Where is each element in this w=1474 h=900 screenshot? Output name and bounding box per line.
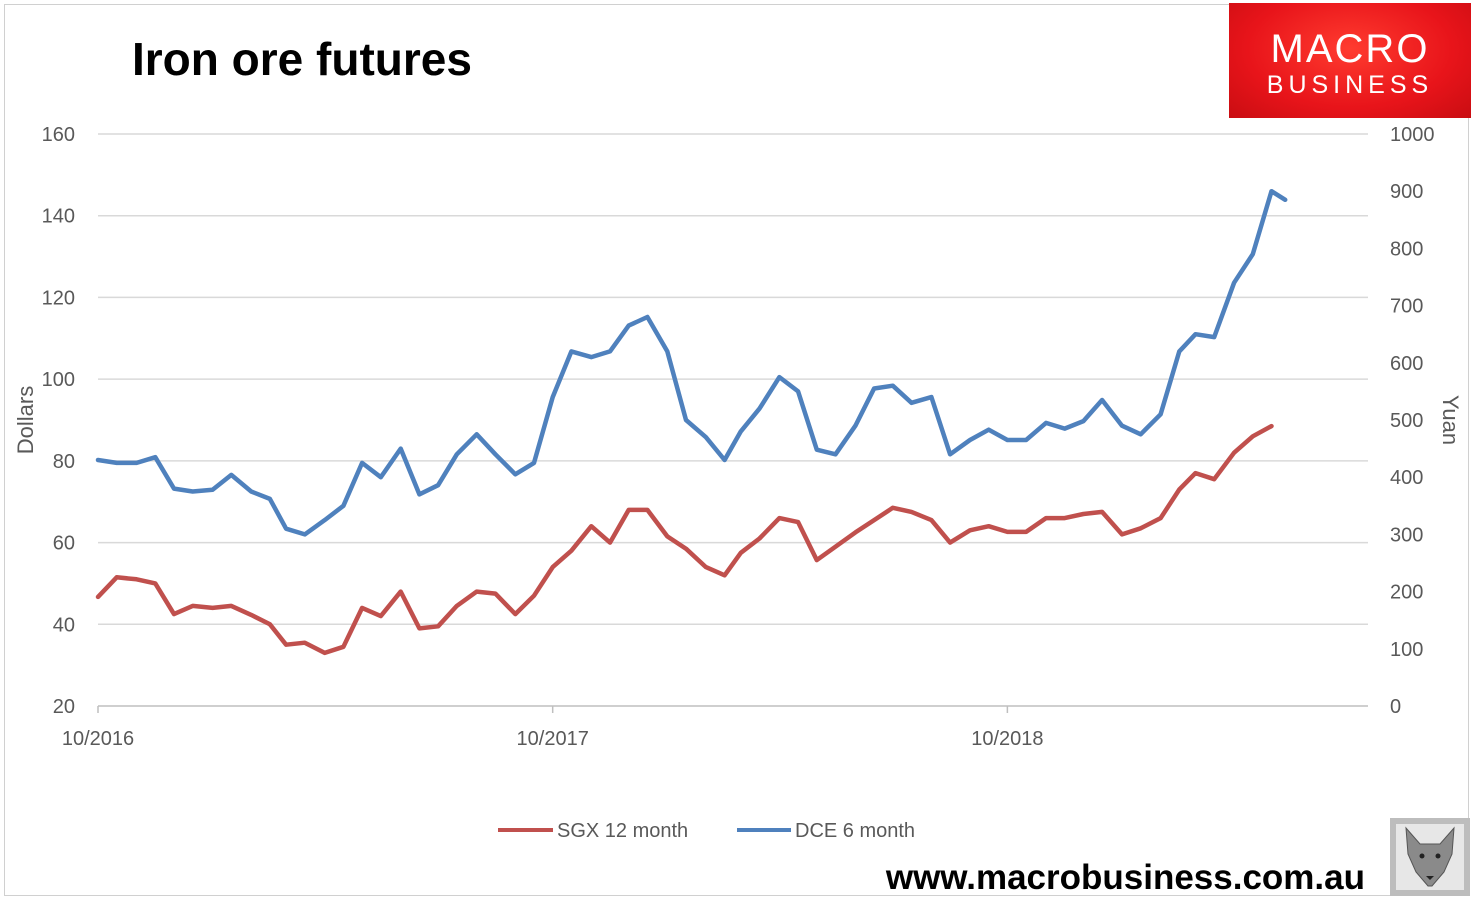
gridlines — [98, 133, 1368, 626]
y-right-tick-label: 200 — [1390, 582, 1423, 604]
logo-line1: MACRO — [1270, 27, 1430, 71]
legend-label-sgx: SGX 12 month — [557, 820, 688, 842]
y-left-tick-label: 160 — [42, 124, 75, 146]
y-right-tick-label: 700 — [1390, 296, 1423, 318]
y-left-tick-label: 20 — [53, 696, 75, 718]
macrobusiness-logo: MACRO BUSINESS — [1229, 3, 1471, 118]
series-line-sgx-12-month — [95, 423, 1274, 656]
y-right-tick-label: 1000 — [1390, 124, 1435, 146]
logo-line2: BUSINESS — [1266, 71, 1434, 99]
y-right-tick-label: 600 — [1390, 353, 1423, 375]
wolf-icon — [1390, 818, 1470, 896]
right-tick-labels: 0 100 200 300 400 500 600 700 800 900 1000 — [1390, 124, 1435, 718]
y-left-label: Dollars — [13, 386, 38, 454]
y-left-tick-label: 120 — [42, 287, 75, 309]
y-right-tick-label: 300 — [1390, 524, 1423, 546]
y-left-tick-label: 40 — [53, 614, 75, 636]
y-right-tick-label: 400 — [1390, 467, 1423, 489]
chart-title: Iron ore futures — [132, 33, 472, 85]
y-left-tick-label: 140 — [42, 206, 75, 228]
series-lines — [95, 188, 1288, 656]
website-url: www.macrobusiness.com.au — [885, 858, 1365, 897]
y-right-tick-label: 500 — [1390, 410, 1423, 432]
y-left-tick-label: 80 — [53, 451, 75, 473]
x-tick-label: 10/2017 — [517, 728, 589, 750]
y-right-tick-label: 100 — [1390, 639, 1423, 661]
series-line-dce-6-month — [95, 188, 1288, 537]
y-left-tick-label: 60 — [53, 533, 75, 555]
y-right-label: Yuan — [1438, 395, 1463, 445]
x-tick-label: 10/2016 — [62, 728, 134, 750]
chart-frame — [4, 4, 1469, 896]
y-left-tick-label: 100 — [42, 369, 75, 391]
y-right-tick-label: 800 — [1390, 238, 1423, 260]
legend-label-dce: DCE 6 month — [795, 820, 915, 842]
x-tick-label: 10/2018 — [971, 728, 1043, 750]
x-tick-labels: 10/2016 10/2017 10/2018 — [62, 706, 1044, 750]
y-right-tick-label: 0 — [1390, 696, 1401, 718]
left-tick-labels: 20 40 60 80 100 120 140 160 — [42, 124, 75, 718]
legend: SGX 12 month DCE 6 month — [498, 820, 915, 842]
y-right-tick-label: 900 — [1390, 181, 1423, 203]
